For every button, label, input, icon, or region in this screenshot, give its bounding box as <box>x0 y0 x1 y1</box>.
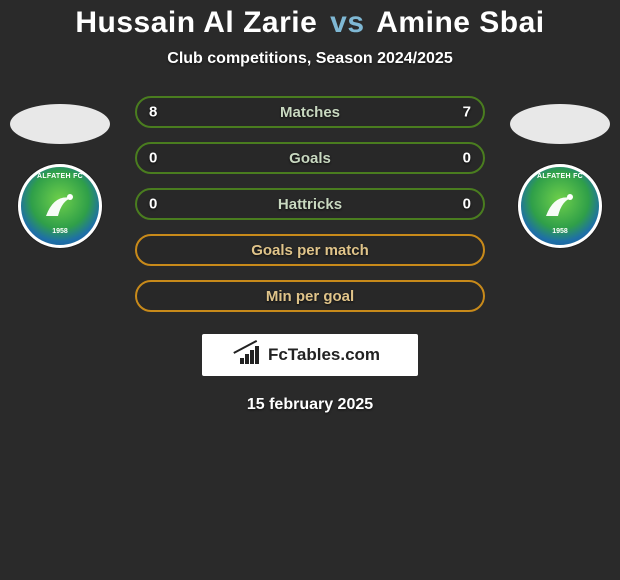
player1-avatar <box>10 104 110 144</box>
stat-left-value: 8 <box>149 104 157 121</box>
badge-bottom-text: 1958 <box>552 228 568 235</box>
stats-area: ALFATEH FC 1958 ALFATEH FC 1958 8 Matche… <box>0 96 620 312</box>
player2-name: Amine Sbai <box>376 6 544 39</box>
stat-left-value: 0 <box>149 196 157 213</box>
stat-label: Matches <box>280 104 340 121</box>
stat-row-goals: 0 Goals 0 <box>135 142 485 174</box>
badge-top-text: ALFATEH FC <box>537 173 583 180</box>
stat-label: Hattricks <box>278 196 342 213</box>
date-text: 15 february 2025 <box>0 396 620 414</box>
player1-club-badge: ALFATEH FC 1958 <box>18 164 102 248</box>
stat-row-goals-per-match: Goals per match <box>135 234 485 266</box>
stat-label: Goals <box>289 150 331 167</box>
stat-row-hattricks: 0 Hattricks 0 <box>135 188 485 220</box>
brand-chart-icon <box>240 346 262 364</box>
stat-rows: 8 Matches 7 0 Goals 0 0 Hattricks 0 Goal… <box>135 96 485 312</box>
stat-label: Goals per match <box>251 242 369 259</box>
stat-label: Min per goal <box>266 288 354 305</box>
stat-left-value: 0 <box>149 150 157 167</box>
player1-name: Hussain Al Zarie <box>75 6 317 39</box>
brand-text: FcTables.com <box>268 345 380 365</box>
badge-swoosh-icon <box>40 186 80 226</box>
badge-top-text: ALFATEH FC <box>37 173 83 180</box>
vs-text: vs <box>330 6 364 39</box>
badge-swoosh-icon <box>540 186 580 226</box>
comparison-title: Hussain Al Zarie vs Amine Sbai <box>0 6 620 40</box>
brand-box: FcTables.com <box>202 334 418 376</box>
player2-club-badge: ALFATEH FC 1958 <box>518 164 602 248</box>
subtitle: Club competitions, Season 2024/2025 <box>0 50 620 68</box>
stat-row-min-per-goal: Min per goal <box>135 280 485 312</box>
stat-right-value: 0 <box>463 150 471 167</box>
stat-right-value: 7 <box>463 104 471 121</box>
stat-right-value: 0 <box>463 196 471 213</box>
badge-bottom-text: 1958 <box>52 228 68 235</box>
player2-avatar <box>510 104 610 144</box>
stat-row-matches: 8 Matches 7 <box>135 96 485 128</box>
